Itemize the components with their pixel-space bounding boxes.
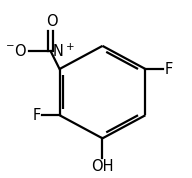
Text: F: F — [164, 62, 173, 77]
Text: O: O — [46, 14, 57, 29]
Text: OH: OH — [91, 159, 114, 174]
Text: N$^+$: N$^+$ — [52, 43, 75, 60]
Text: $^{-}$O: $^{-}$O — [5, 43, 27, 59]
Text: F: F — [32, 108, 41, 123]
